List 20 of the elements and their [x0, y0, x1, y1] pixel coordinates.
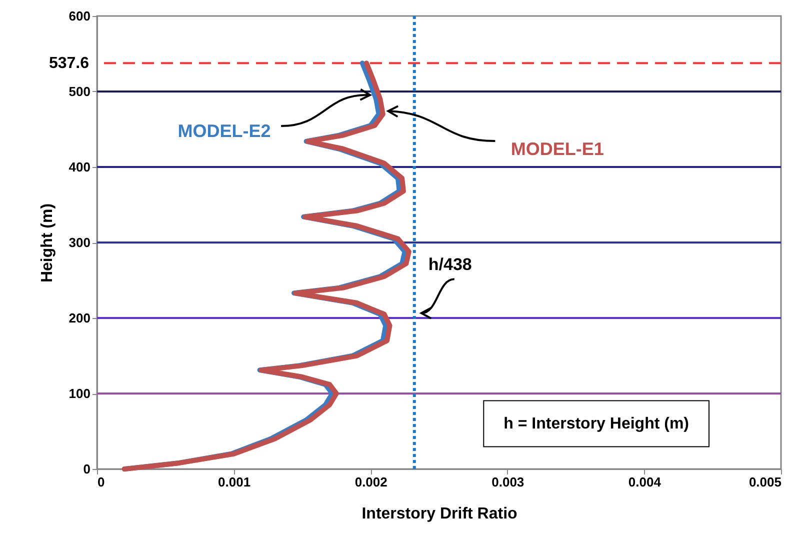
x-tick-label: 0.005 — [748, 474, 782, 490]
y-tick-label: 400 — [68, 160, 90, 174]
x-tick-label: 0.004 — [628, 474, 662, 490]
x-tick-label: 0 — [98, 474, 105, 490]
x-tick-label: 0.001 — [218, 474, 251, 490]
ref-line-label: 537.6 — [48, 55, 90, 72]
y-tick-label: 200 — [68, 310, 90, 326]
text: MODEL-E1 — [510, 139, 604, 160]
y-axis-title: Height (m) — [38, 203, 56, 283]
y-tick-label: 0 — [83, 462, 90, 476]
x-tick-label: 0.002 — [354, 474, 388, 490]
x-tick-label: 0.003 — [492, 474, 524, 490]
series-label: MODEL-E2 — [178, 121, 271, 142]
y-tick-label: 600 — [68, 8, 90, 24]
ref-line-label: h/438 — [428, 255, 472, 274]
x-axis-title: Interstory Drift Ratio — [362, 506, 518, 522]
y-tick-label: 500 — [68, 84, 90, 99]
y-tick-label: 100 — [68, 386, 90, 401]
annotation: h = Interstory Height (m) — [504, 416, 689, 433]
y-tick-label: 300 — [68, 235, 90, 250]
